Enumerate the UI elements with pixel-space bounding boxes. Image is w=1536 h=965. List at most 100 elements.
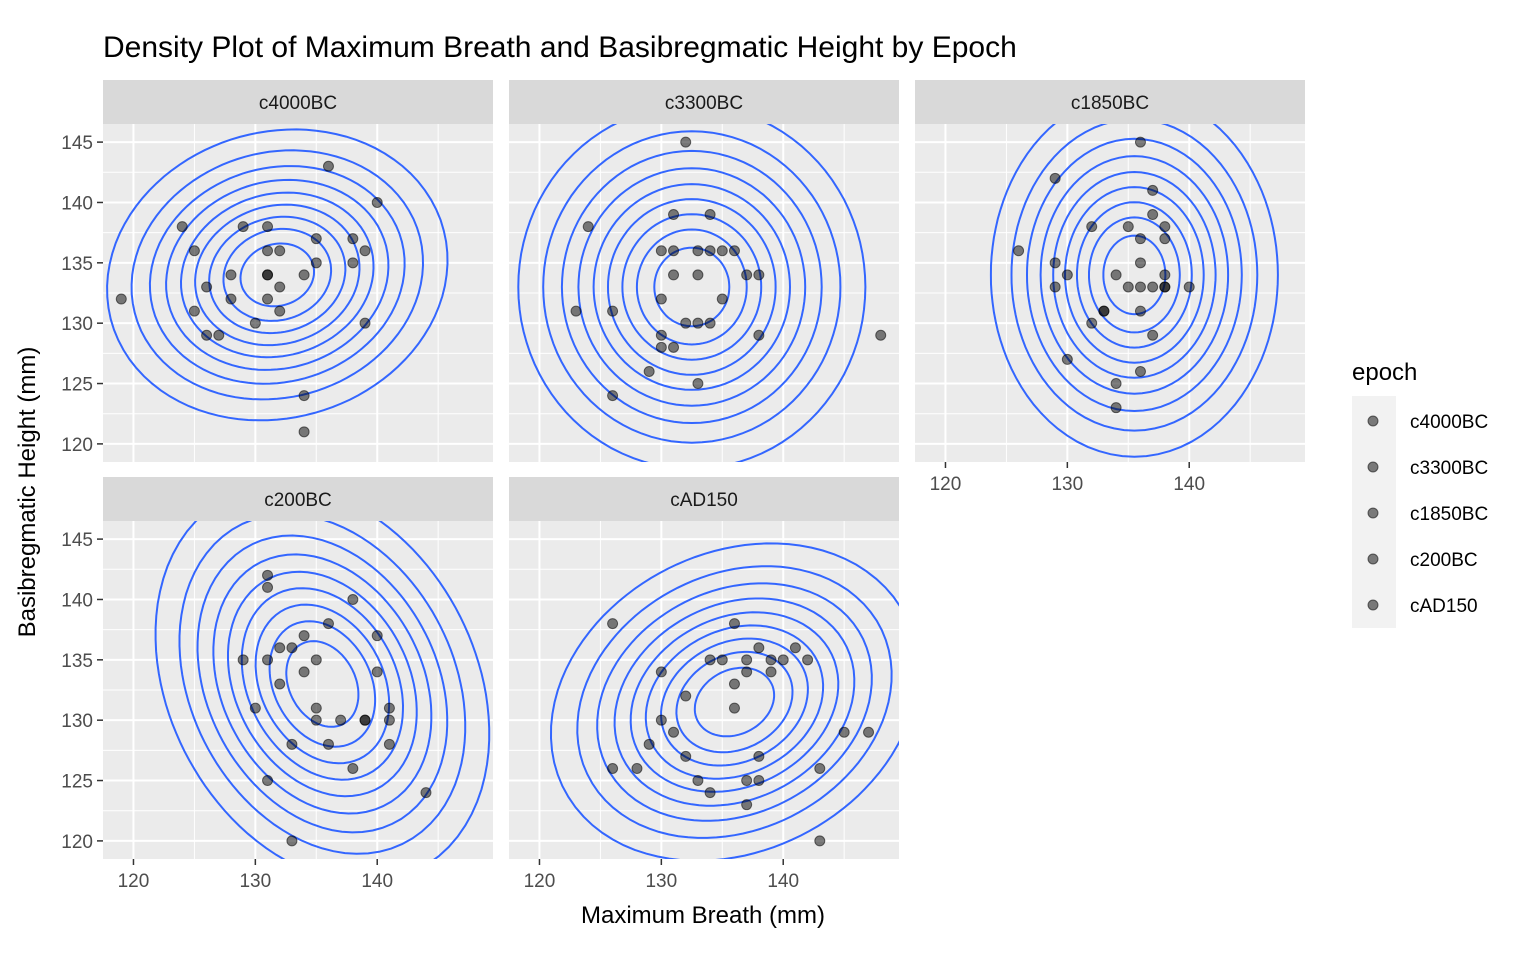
- data-point: [607, 390, 619, 402]
- x-tick-label: 120: [118, 871, 150, 892]
- x-tick-label: 130: [239, 871, 271, 892]
- density-contour: [613, 597, 856, 807]
- legend-title: epoch: [1352, 359, 1417, 386]
- density-contour: [596, 582, 873, 822]
- density-contour: [542, 130, 842, 444]
- data-point: [310, 257, 322, 269]
- data-point: [643, 738, 655, 750]
- data-point: [347, 257, 359, 269]
- y-tick-label: 145: [61, 530, 93, 551]
- data-point: [802, 654, 814, 666]
- data-point: [298, 390, 310, 402]
- data-point: [1159, 269, 1171, 281]
- data-points: [1013, 136, 1195, 414]
- data-points: [237, 569, 432, 847]
- facet-panels: c4000BC 120 125 130 135 140 145 c3300BC c1850BC 1…: [61, 80, 1305, 892]
- data-point: [262, 654, 274, 666]
- data-point: [1110, 269, 1122, 281]
- data-point: [237, 221, 249, 233]
- legend-key-point: [1367, 415, 1379, 427]
- data-point: [1098, 305, 1110, 317]
- data-point: [347, 593, 359, 605]
- data-point: [322, 738, 334, 750]
- data-point: [213, 329, 225, 341]
- data-point: [249, 702, 261, 714]
- legend: epoch c4000BC c3300BC c1850BC c200BC cAD150: [1352, 359, 1488, 628]
- data-point: [1122, 281, 1134, 293]
- data-point: [777, 654, 789, 666]
- data-point: [359, 317, 371, 329]
- data-point: [310, 714, 322, 726]
- data-point: [607, 762, 619, 774]
- data-point: [1049, 257, 1061, 269]
- facet-panel-cAD150: cAD150 120 130 140: [509, 477, 899, 892]
- data-point: [655, 293, 667, 305]
- data-point: [359, 245, 371, 257]
- data-point: [692, 269, 704, 281]
- data-point: [262, 245, 274, 257]
- strip-label: cAD150: [670, 490, 738, 511]
- y-tick-label: 130: [61, 314, 93, 335]
- data-point: [692, 775, 704, 787]
- data-points: [115, 160, 383, 438]
- legend-label: c4000BC: [1410, 412, 1488, 433]
- data-point: [680, 136, 692, 148]
- data-point: [1061, 269, 1073, 281]
- data-point: [704, 654, 716, 666]
- data-point: [274, 642, 286, 654]
- density-contour: [196, 534, 449, 834]
- data-point: [716, 654, 728, 666]
- data-point: [692, 317, 704, 329]
- strip-label: c3300BC: [665, 93, 743, 114]
- x-tick-label: 130: [1051, 474, 1083, 495]
- density-contour: [1052, 170, 1217, 379]
- data-point: [188, 245, 200, 257]
- y-tick-label: 135: [61, 254, 93, 275]
- density-contour: [1076, 201, 1193, 349]
- density-contour: [635, 228, 748, 346]
- x-tick-label: 130: [645, 871, 677, 892]
- density-contour: [240, 587, 405, 781]
- y-tick-label: 120: [61, 435, 93, 456]
- x-tick-label: 140: [767, 871, 799, 892]
- data-point: [655, 329, 667, 341]
- data-point: [668, 209, 680, 221]
- density-contour: [560, 149, 823, 425]
- strip-label: c4000BC: [259, 93, 337, 114]
- data-point: [570, 305, 582, 317]
- data-point: [262, 775, 274, 787]
- data-point: [1086, 221, 1098, 233]
- data-point: [262, 221, 274, 233]
- density-contour: [989, 124, 1279, 458]
- data-point: [262, 293, 274, 305]
- density-contour: [165, 178, 390, 371]
- data-point: [262, 269, 274, 281]
- data-point: [335, 714, 347, 726]
- density-contour: [606, 198, 777, 376]
- strip-c4000BC: [103, 80, 493, 124]
- data-point: [1147, 329, 1159, 341]
- chart-title: Density Plot of Maximum Breath and Basib…: [103, 31, 1017, 64]
- data-points: [570, 136, 887, 402]
- data-point: [274, 678, 286, 690]
- y-tick-label: 140: [61, 590, 93, 611]
- density-contour: [1102, 234, 1167, 316]
- data-point: [607, 305, 619, 317]
- data-point: [716, 245, 728, 257]
- data-point: [680, 317, 692, 329]
- data-point: [655, 714, 667, 726]
- data-point: [225, 269, 237, 281]
- y-tick-label: 125: [61, 772, 93, 793]
- data-point: [692, 245, 704, 257]
- density-contour: [576, 565, 893, 839]
- data-point: [875, 329, 887, 341]
- data-point: [1147, 209, 1159, 221]
- facet-panel-c3300BC: c3300BC: [509, 80, 899, 462]
- data-point: [728, 618, 740, 630]
- density-contour: [254, 603, 391, 765]
- data-point: [753, 750, 765, 762]
- strip-c200BC: [103, 477, 493, 521]
- density-contour: [693, 666, 776, 738]
- legend-label: cAD150: [1410, 596, 1478, 617]
